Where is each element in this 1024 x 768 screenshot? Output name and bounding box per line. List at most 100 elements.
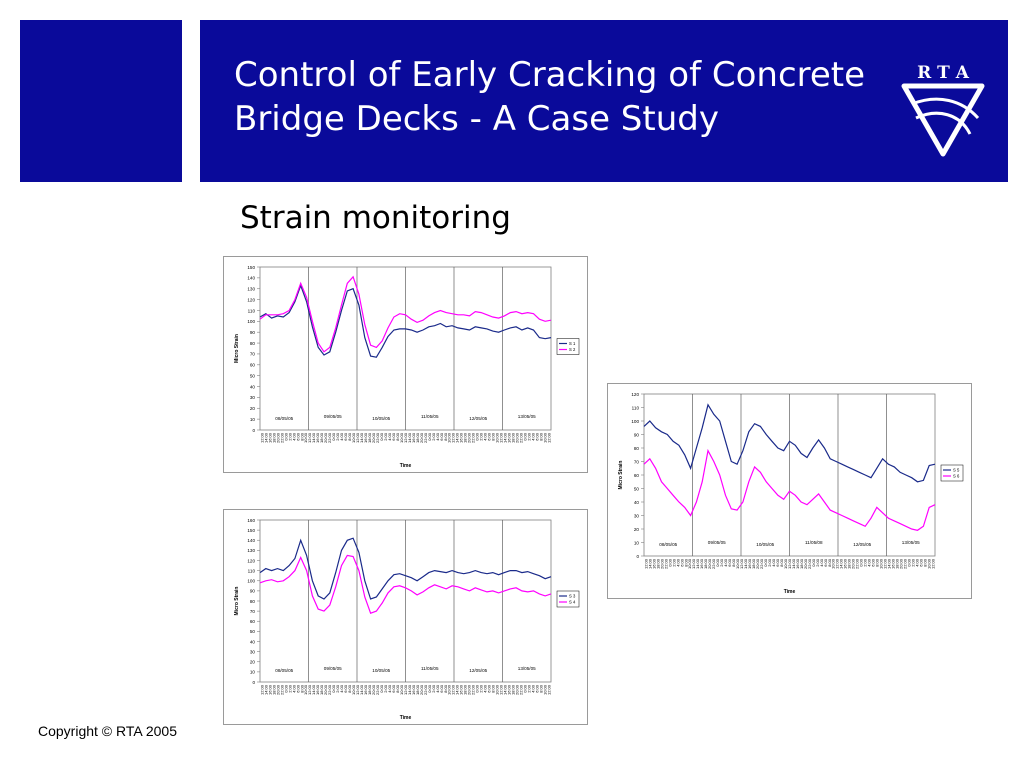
date-label: 11/05/05 [421, 666, 439, 671]
x-tick-label: 8:00 [395, 684, 400, 693]
x-tick-label: 6:00 [679, 558, 684, 567]
x-tick-label: 12:00 [259, 432, 264, 443]
x-tick-label: 22:00 [663, 558, 668, 569]
y-tick-label: 80 [250, 341, 256, 346]
x-tick-label: 0:00 [859, 558, 864, 567]
y-tick-label: 160 [247, 518, 255, 523]
date-label: 09/05/05 [708, 540, 726, 545]
y-tick-label: 110 [248, 308, 256, 313]
x-tick-label: 18:00 [511, 684, 516, 695]
x-tick-label: 14:00 [647, 558, 652, 569]
x-tick-label: 14:00 [263, 684, 268, 695]
x-tick-label: 10:00 [542, 432, 547, 443]
date-label: 13/05/05 [518, 666, 536, 671]
x-tick-label: 16:00 [747, 558, 752, 569]
x-tick-label: 20:00 [275, 432, 280, 443]
x-tick-label: 22:00 [327, 432, 332, 443]
x-tick-label: 12:00 [307, 684, 312, 695]
x-tick-label: 14:00 [407, 684, 412, 695]
y-tick-label: 150 [247, 528, 255, 533]
x-tick-label: 10:00 [399, 684, 404, 695]
x-tick-label: 16:00 [411, 684, 416, 695]
y-tick-label: 10 [250, 417, 256, 422]
y-tick-label: 10 [250, 670, 256, 675]
y-tick-label: 130 [247, 287, 255, 292]
y-tick-label: 120 [631, 392, 639, 397]
x-tick-label: 2:00 [335, 684, 340, 693]
y-tick-label: 40 [250, 639, 256, 644]
left-decor-block [20, 20, 182, 182]
y-tick-label: 110 [248, 568, 256, 573]
x-tick-label: 4:00 [435, 432, 440, 441]
rta-logo-text: R T A [917, 63, 970, 83]
x-tick-label: 8:00 [443, 684, 448, 693]
x-tick-label: 12:00 [546, 684, 551, 695]
x-tick-label: 16:00 [315, 432, 320, 443]
x-tick-label: 8:00 [731, 558, 736, 567]
date-label: 08/05/05 [275, 416, 293, 421]
x-tick-label: 2:00 [335, 432, 340, 441]
x-tick-label: 8:00 [683, 558, 688, 567]
x-tick-label: 18:00 [415, 432, 420, 443]
x-tick-label: 22:00 [855, 558, 860, 569]
x-tick-label: 20:00 [419, 432, 424, 443]
x-tick-label: 4:00 [530, 684, 535, 693]
x-tick-label: 16:00 [795, 558, 800, 569]
x-tick-label: 6:00 [391, 684, 396, 693]
x-tick-label: 8:00 [395, 432, 400, 441]
x-tick-label: 2:00 [767, 558, 772, 567]
legend-label: S 2 [569, 347, 576, 352]
y-tick-label: 120 [247, 297, 255, 302]
x-tick-label: 10:00 [447, 432, 452, 443]
x-tick-label: 10:00 [687, 558, 692, 569]
slide-title-line-1: Control of Early Cracking of Concrete [234, 55, 866, 95]
x-tick-label: 8:00 [538, 432, 543, 441]
date-label: 09/05/05 [324, 666, 342, 671]
x-tick-label: 20:00 [659, 558, 664, 569]
y-tick-label: 100 [247, 579, 255, 584]
x-tick-label: 2:00 [526, 432, 531, 441]
x-tick-label: 14:00 [455, 432, 460, 443]
x-tick-label: 16:00 [651, 558, 656, 569]
y-tick-label: 120 [247, 558, 255, 563]
x-tick-label: 10:00 [542, 684, 547, 695]
x-tick-label: 6:00 [295, 684, 300, 693]
x-tick-label: 20:00 [371, 432, 376, 443]
x-tick-label: 18:00 [367, 684, 372, 695]
date-label: 11/05/05 [421, 414, 439, 419]
x-tick-label: 14:00 [359, 684, 364, 695]
y-tick-label: 50 [250, 629, 256, 634]
x-tick-label: 6:00 [775, 558, 780, 567]
y-tick-label: 60 [634, 473, 640, 478]
x-tick-label: 4:00 [530, 432, 535, 441]
y-tick-label: 20 [250, 660, 256, 665]
x-tick-label: 8:00 [299, 684, 304, 693]
x-tick-label: 4:00 [914, 558, 919, 567]
chart-1: 0 10 20 30 40 50 60 70 80 90 100 110 120 130 140 150 08/… [223, 256, 588, 473]
rta-logo: R T A [901, 63, 985, 157]
x-tick-label: 4:00 [435, 684, 440, 693]
x-tick-label: 16:00 [459, 684, 464, 695]
y-tick-label: 140 [247, 538, 255, 543]
x-tick-label: 12:00 [835, 558, 840, 569]
y-tick-label: 40 [634, 500, 640, 505]
x-tick-label: 0:00 [715, 558, 720, 567]
x-tick-label: 10:00 [303, 684, 308, 695]
y-tick-label: 50 [634, 486, 640, 491]
x-tick-label: 16:00 [843, 558, 848, 569]
x-tick-label: 14:00 [311, 432, 316, 443]
x-tick-label: 4:00 [291, 432, 296, 441]
x-tick-label: 18:00 [847, 558, 852, 569]
x-tick-label: 2:00 [815, 558, 820, 567]
x-tick-label: 12:00 [787, 558, 792, 569]
legend-box [556, 338, 580, 355]
x-tick-label: 16:00 [699, 558, 704, 569]
x-tick-label: 18:00 [463, 684, 468, 695]
x-tick-label: 10:00 [735, 558, 740, 569]
x-tick-label: 8:00 [779, 558, 784, 567]
x-tick-label: 0:00 [331, 684, 336, 693]
y-axis-label: Micro Strain [234, 334, 240, 363]
y-tick-label: 90 [250, 589, 256, 594]
x-tick-label: 18:00 [655, 558, 660, 569]
x-tick-label: 16:00 [363, 684, 368, 695]
